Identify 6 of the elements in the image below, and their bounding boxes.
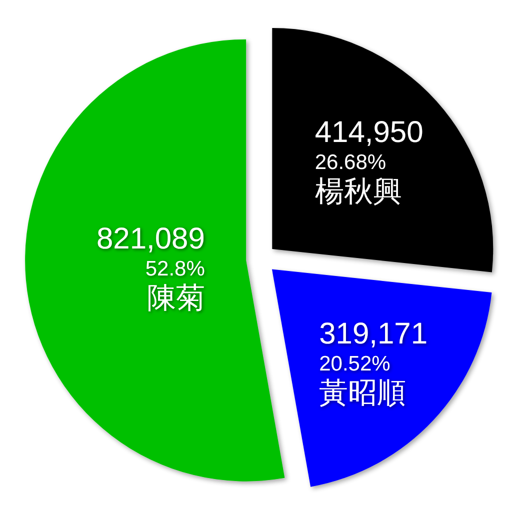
data-label: 414,950 26.68% <box>314 116 424 174</box>
slice-label: 陳菊 <box>146 282 205 315</box>
slice-label: 楊秋興 <box>314 176 402 208</box>
slice-label: 黃昭順 <box>319 378 406 410</box>
data-label: 821,089 52.8% <box>96 222 205 281</box>
data-label: 319,171 20.52% <box>319 318 428 376</box>
